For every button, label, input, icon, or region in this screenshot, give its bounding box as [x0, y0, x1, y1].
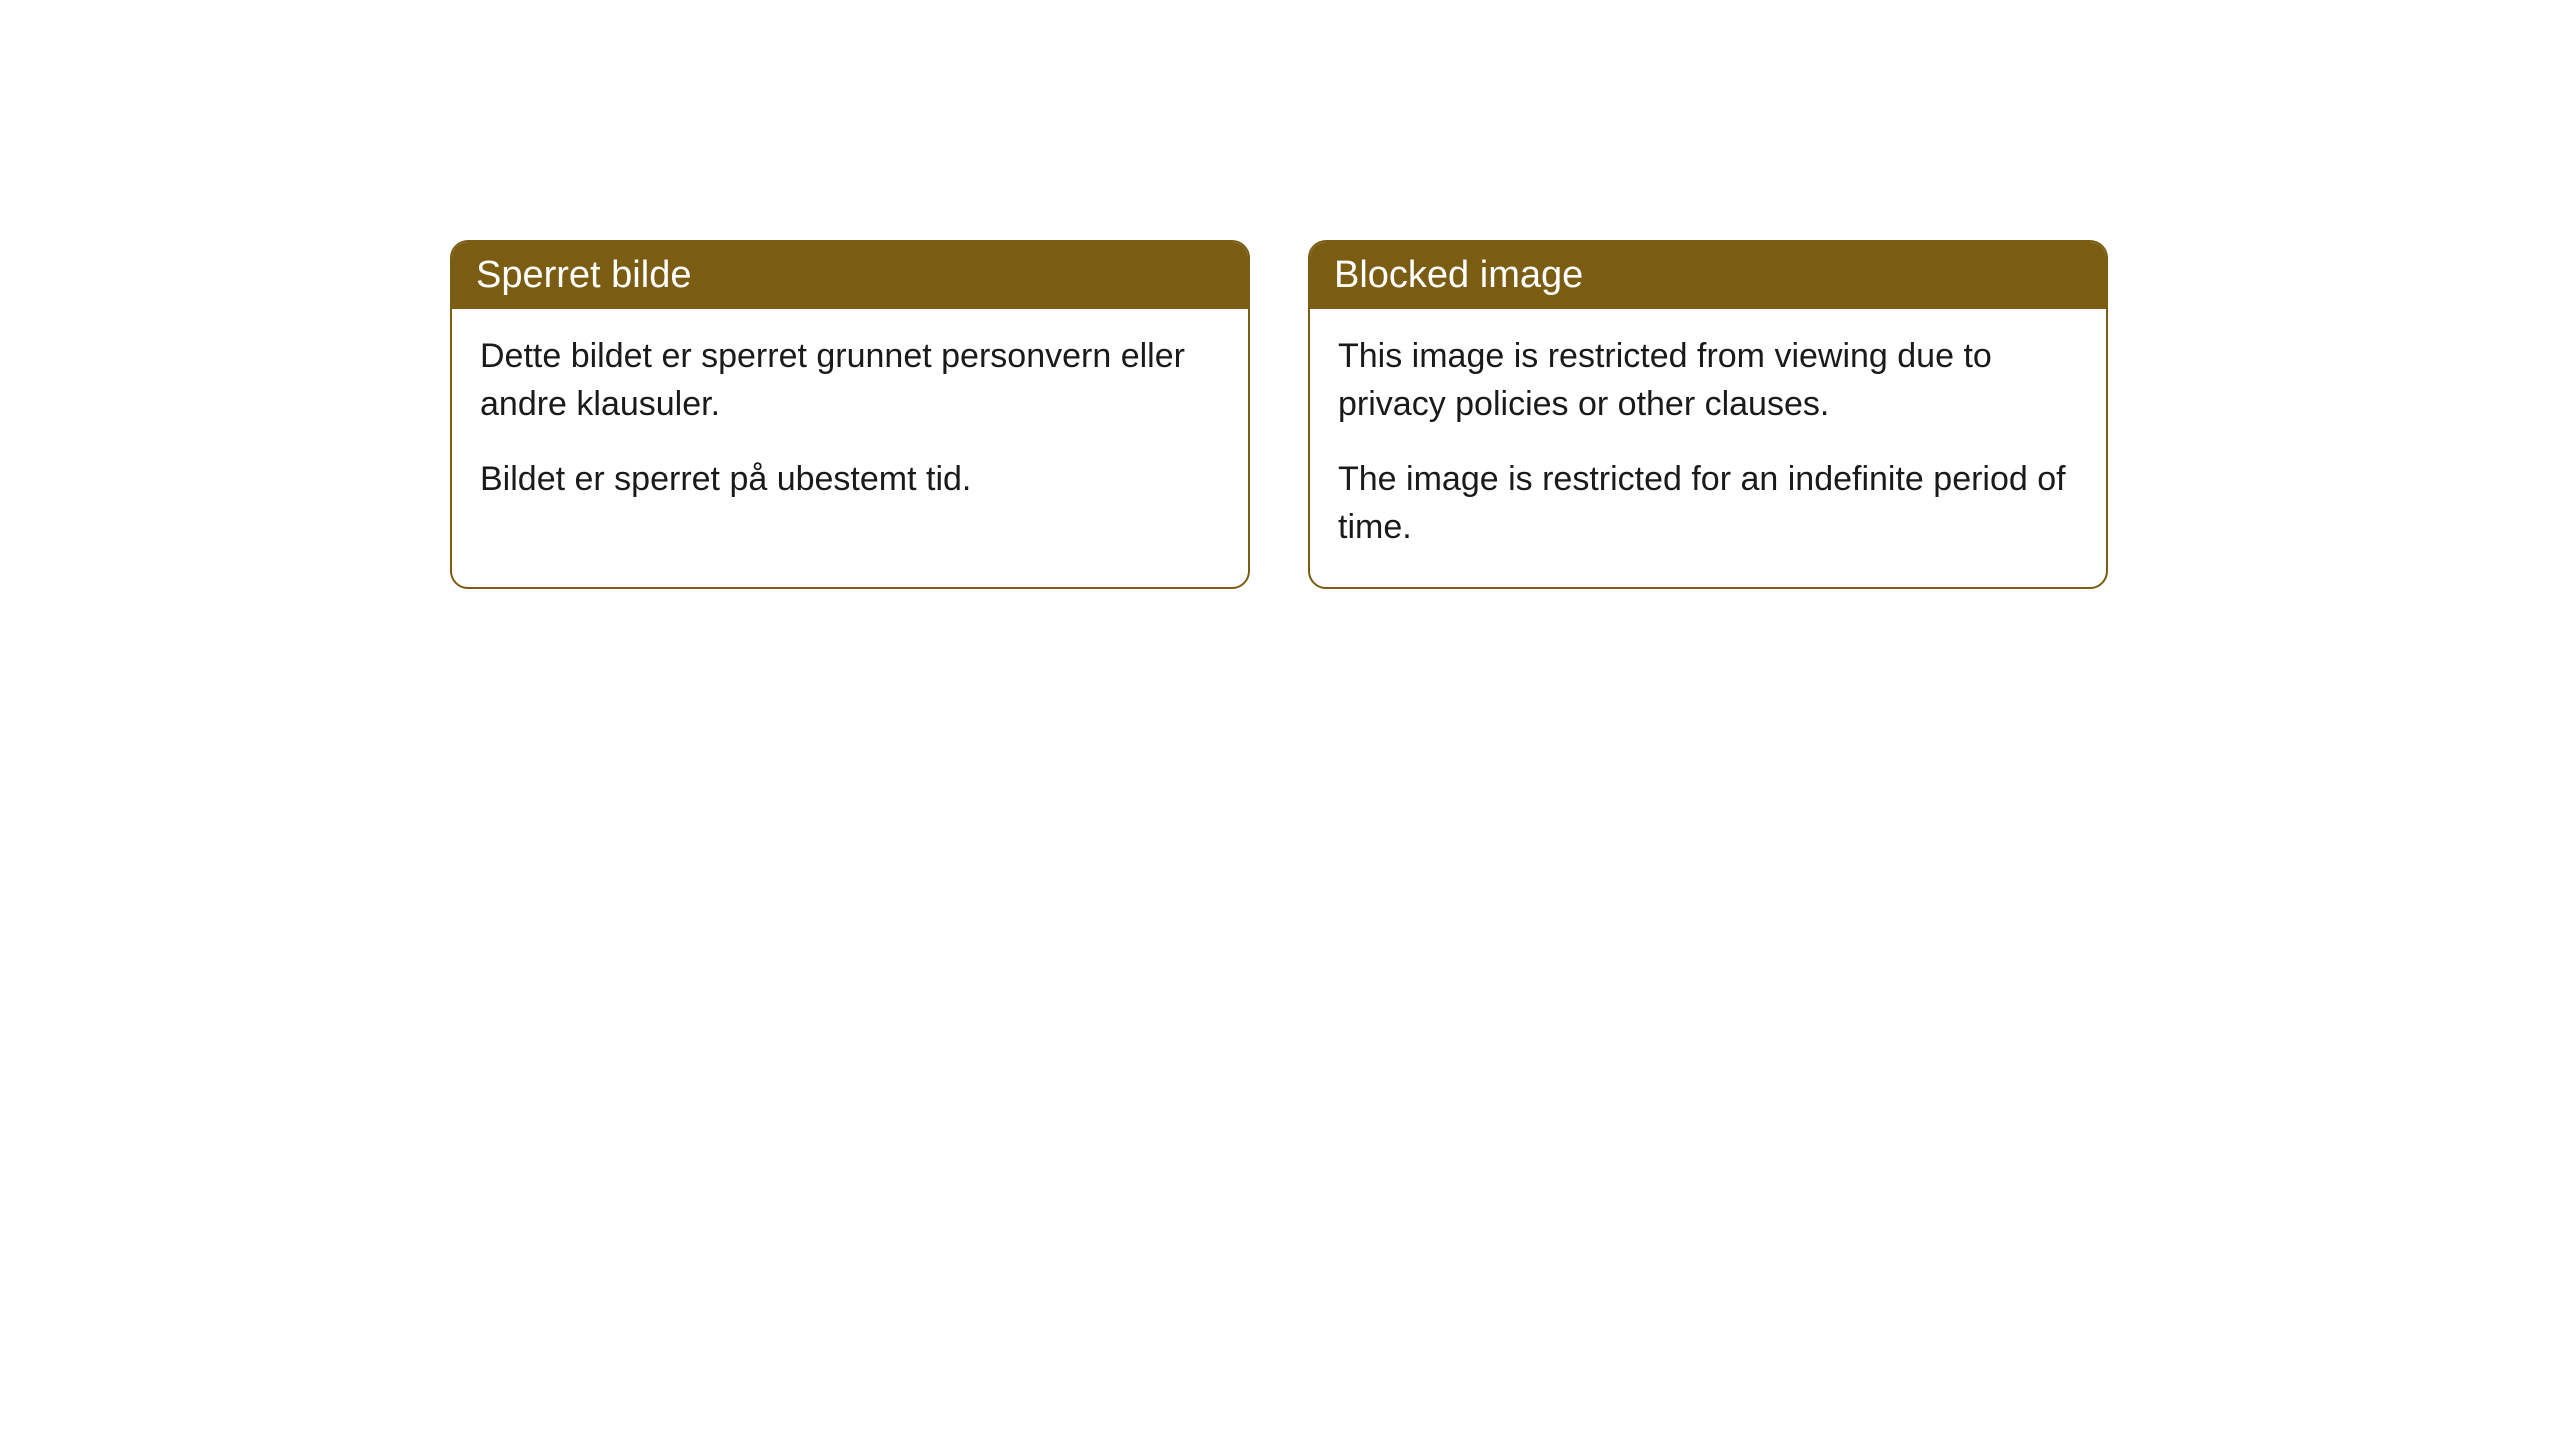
- cards-container: Sperret bilde Dette bildet er sperret gr…: [450, 240, 2560, 589]
- card-title-english: Blocked image: [1334, 254, 1583, 296]
- card-paragraph-2-norwegian: Bildet er sperret på ubestemt tid.: [480, 456, 1220, 504]
- card-norwegian: Sperret bilde Dette bildet er sperret gr…: [450, 240, 1250, 589]
- card-header-norwegian: Sperret bilde: [452, 242, 1248, 309]
- card-title-norwegian: Sperret bilde: [476, 254, 691, 296]
- card-paragraph-1-norwegian: Dette bildet er sperret grunnet personve…: [480, 333, 1220, 428]
- card-paragraph-1-english: This image is restricted from viewing du…: [1338, 333, 2078, 428]
- card-body-norwegian: Dette bildet er sperret grunnet personve…: [452, 309, 1248, 540]
- card-header-english: Blocked image: [1310, 242, 2106, 309]
- card-body-english: This image is restricted from viewing du…: [1310, 309, 2106, 587]
- card-english: Blocked image This image is restricted f…: [1308, 240, 2108, 589]
- card-paragraph-2-english: The image is restricted for an indefinit…: [1338, 456, 2078, 551]
